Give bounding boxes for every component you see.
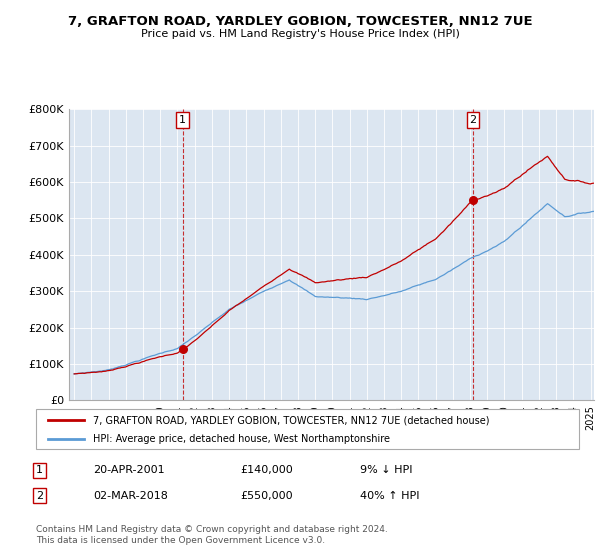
Text: 40% ↑ HPI: 40% ↑ HPI [360, 491, 419, 501]
Text: 02-MAR-2018: 02-MAR-2018 [93, 491, 168, 501]
Text: 2: 2 [36, 491, 43, 501]
Text: 1: 1 [36, 465, 43, 475]
Text: 7, GRAFTON ROAD, YARDLEY GOBION, TOWCESTER, NN12 7UE: 7, GRAFTON ROAD, YARDLEY GOBION, TOWCEST… [68, 15, 532, 28]
Point [468, 196, 478, 205]
Text: £550,000: £550,000 [240, 491, 293, 501]
Text: HPI: Average price, detached house, West Northamptonshire: HPI: Average price, detached house, West… [93, 434, 390, 444]
Text: 2: 2 [469, 115, 476, 125]
Text: 1: 1 [179, 115, 186, 125]
Text: 20-APR-2001: 20-APR-2001 [93, 465, 164, 475]
Text: 9% ↓ HPI: 9% ↓ HPI [360, 465, 413, 475]
Text: Contains HM Land Registry data © Crown copyright and database right 2024.
This d: Contains HM Land Registry data © Crown c… [36, 525, 388, 545]
Text: 7, GRAFTON ROAD, YARDLEY GOBION, TOWCESTER, NN12 7UE (detached house): 7, GRAFTON ROAD, YARDLEY GOBION, TOWCEST… [93, 415, 490, 425]
Text: £140,000: £140,000 [240, 465, 293, 475]
Text: Price paid vs. HM Land Registry's House Price Index (HPI): Price paid vs. HM Land Registry's House … [140, 29, 460, 39]
Point [178, 345, 188, 354]
